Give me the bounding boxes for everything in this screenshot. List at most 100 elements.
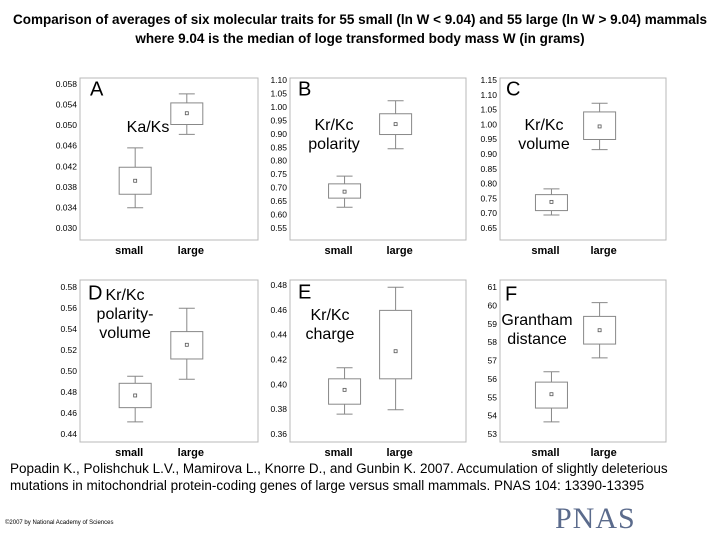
y-tick-label: 0.44 xyxy=(270,330,287,340)
trait-label: polarity xyxy=(308,136,360,153)
panel-c-frame xyxy=(499,77,667,241)
trait-label: polarity- xyxy=(97,306,154,323)
y-tick-label: 0.65 xyxy=(270,196,287,206)
box-small-iqr xyxy=(118,382,152,409)
y-tick-label: 0.56 xyxy=(60,303,77,313)
y-tick-label: 0.46 xyxy=(270,305,287,315)
y-tick-label: 0.80 xyxy=(270,156,287,166)
y-tick-label: 1.00 xyxy=(480,119,497,129)
box-large-iqr xyxy=(170,102,204,126)
box-small-median-marker xyxy=(342,189,347,194)
y-tick-label: 1.10 xyxy=(480,90,497,100)
y-tick-label: 0.050 xyxy=(56,120,78,130)
y-tick-label: 0.46 xyxy=(60,408,77,418)
figure-title: Comparison of averages of six molecular … xyxy=(13,12,707,46)
y-tick-label: 0.95 xyxy=(270,115,287,125)
copyright-notice: ©2007 by National Academy of Sciences xyxy=(5,520,114,526)
trait-label: volume xyxy=(99,325,151,342)
panel-letter: A xyxy=(90,79,104,101)
y-tick-label: 60 xyxy=(488,300,498,310)
y-tick-label: 0.90 xyxy=(270,129,287,139)
y-tick-label: 0.44 xyxy=(60,429,77,439)
y-tick-label: 0.85 xyxy=(480,164,497,174)
y-tick-label: 0.038 xyxy=(56,182,78,192)
trait-label: Kr/Kc xyxy=(524,117,563,134)
y-tick-label: 0.90 xyxy=(480,149,497,159)
box-small-iqr xyxy=(328,183,362,199)
panel-a-frame xyxy=(79,77,259,241)
y-tick-label: 1.00 xyxy=(270,102,287,112)
trait-label: volume xyxy=(518,136,570,153)
y-tick-label: 0.52 xyxy=(60,345,77,355)
box-large-median-marker xyxy=(393,122,398,127)
y-tick-label: 0.70 xyxy=(480,208,497,218)
trait-label: Kr/Kc xyxy=(105,287,144,304)
y-tick-label: 0.80 xyxy=(480,179,497,189)
y-tick-label: 0.85 xyxy=(270,142,287,152)
x-category-label: small xyxy=(115,447,143,459)
y-tick-label: 1.10 xyxy=(270,75,287,85)
box-large-median-marker xyxy=(184,342,189,347)
y-tick-label: 0.030 xyxy=(56,223,78,233)
y-tick-label: 0.75 xyxy=(480,193,497,203)
box-small-median-marker xyxy=(549,199,554,204)
box-large-median-marker xyxy=(597,328,602,333)
box-large-median-marker xyxy=(393,349,398,354)
y-tick-label: 0.046 xyxy=(56,141,78,151)
panel-d-frame xyxy=(79,279,259,443)
box-small-iqr xyxy=(118,166,152,195)
panel-letter: F xyxy=(505,284,517,306)
trait-label: Kr/Kc xyxy=(314,117,353,134)
box-small-median-marker xyxy=(342,387,347,392)
y-tick-label: 1.05 xyxy=(480,105,497,115)
x-category-label: large xyxy=(386,245,412,257)
panel-letter: D xyxy=(88,283,102,305)
x-category-label: small xyxy=(115,245,143,257)
box-large-median-marker xyxy=(184,111,189,116)
panel-letter: C xyxy=(506,79,520,101)
panel-letter: B xyxy=(298,79,311,101)
y-tick-label: 61 xyxy=(488,282,498,292)
y-tick-label: 57 xyxy=(488,356,498,366)
box-large-iqr xyxy=(583,111,617,140)
trait-label: Ka/Ks xyxy=(127,119,170,136)
y-tick-label: 0.48 xyxy=(270,280,287,290)
y-tick-label: 1.15 xyxy=(480,75,497,85)
y-tick-label: 0.60 xyxy=(270,210,287,220)
box-small-iqr xyxy=(534,194,568,212)
citation-text: Popadin K., Polishchuk L.V., Mamirova L.… xyxy=(10,461,668,493)
box-small-iqr xyxy=(534,381,568,409)
trait-label: charge xyxy=(306,326,355,343)
trait-label: distance xyxy=(507,331,567,348)
box-small-median-marker xyxy=(133,393,138,398)
y-tick-label: 0.034 xyxy=(56,202,78,212)
panel-e-frame xyxy=(289,279,467,443)
y-tick-label: 54 xyxy=(488,411,498,421)
y-tick-label: 56 xyxy=(488,374,498,384)
x-category-label: large xyxy=(178,447,204,459)
x-category-label: small xyxy=(531,447,559,459)
box-small-median-marker xyxy=(549,392,554,397)
y-tick-label: 0.058 xyxy=(56,79,78,89)
y-tick-label: 0.38 xyxy=(270,404,287,414)
x-category-label: large xyxy=(386,447,412,459)
y-tick-label: 0.50 xyxy=(60,366,77,376)
x-category-label: small xyxy=(324,447,352,459)
x-category-label: large xyxy=(590,447,616,459)
box-large-iqr xyxy=(379,113,413,136)
y-tick-label: 0.042 xyxy=(56,161,78,171)
y-tick-label: 0.55 xyxy=(270,223,287,233)
y-tick-label: 0.95 xyxy=(480,134,497,144)
y-tick-label: 58 xyxy=(488,337,498,347)
box-large-iqr xyxy=(583,315,617,345)
pnas-logo: PNAS xyxy=(555,502,636,535)
panel-letter: E xyxy=(298,282,311,304)
y-tick-label: 0.58 xyxy=(60,282,77,292)
box-large-iqr xyxy=(379,309,413,380)
y-tick-label: 1.05 xyxy=(270,88,287,98)
panel-b-frame xyxy=(289,77,467,241)
y-tick-label: 0.36 xyxy=(270,429,287,439)
y-tick-label: 0.54 xyxy=(60,324,77,334)
y-tick-label: 59 xyxy=(488,319,498,329)
